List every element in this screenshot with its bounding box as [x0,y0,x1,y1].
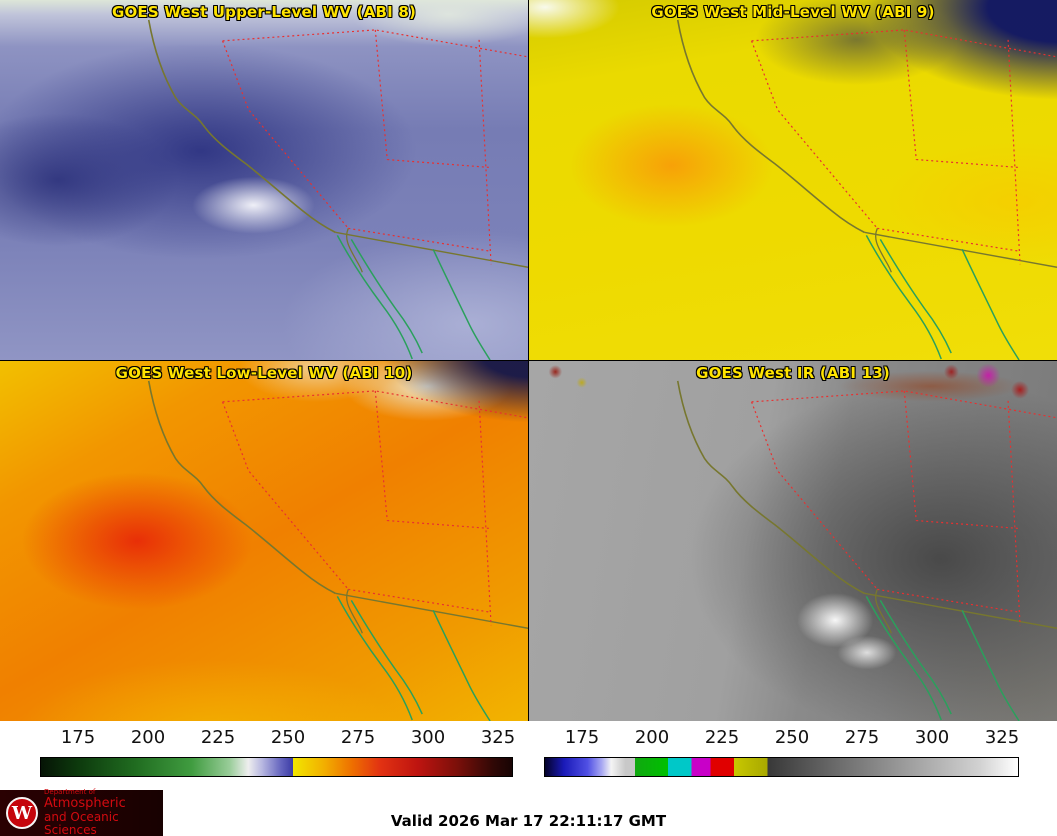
panel-grid: GOES West Upper-Level WV (ABI 8) GOES We… [0,0,1057,721]
panel-upper-level-wv: GOES West Upper-Level WV (ABI 8) [0,0,528,360]
logo-atmospheric: Atmospheric [44,795,126,811]
tick-label: 300 [410,727,446,748]
logo-oceanic-sciences: and Oceanic Sciences [44,809,119,836]
ir-colorbar [544,757,1019,777]
uw-crest-icon: W [6,797,38,829]
panel-ir: GOES West IR (ABI 13) [529,361,1057,721]
map-overlay [676,19,1057,360]
logo-text: Department of Atmospheric and Oceanic Sc… [44,787,157,836]
panel-title-low-level-wv: GOES West Low-Level WV (ABI 10) [115,364,413,382]
tick-label: 250 [774,727,810,748]
tick-label: 200 [634,727,670,748]
ir-colorbar-ticks: 175 200 225 250 275 300 325 [547,727,1037,748]
tick-label: 175 [564,727,600,748]
map-overlay [147,19,528,360]
wv-colorbar-ticks: 175 200 225 250 275 300 325 [43,727,533,748]
uw-aos-logo: W Department of Atmospheric and Oceanic … [0,787,163,836]
tick-label: 175 [60,727,96,748]
tick-label: 200 [130,727,166,748]
panel-title-upper-level-wv: GOES West Upper-Level WV (ABI 8) [111,3,417,21]
tick-label: 225 [200,727,236,748]
wv-colorbar-block: 175 200 225 250 275 300 325 [0,721,528,785]
panel-low-level-wv: GOES West Low-Level WV (ABI 10) [0,361,528,721]
colorbar-row: 175 200 225 250 275 300 325 175 200 225 … [0,721,1057,785]
tick-label: 225 [704,727,740,748]
tick-label: 275 [844,727,880,748]
valid-time: Valid 2026 Mar 17 22:11:17 GMT [390,812,667,830]
ir-colorbar-block: 175 200 225 250 275 300 325 [528,721,1057,785]
tick-label: 325 [480,727,516,748]
tick-label: 250 [270,727,306,748]
footer: W Department of Atmospheric and Oceanic … [0,785,1057,836]
panel-mid-level-wv: GOES West Mid-Level WV (ABI 9) [529,0,1057,360]
panel-title-mid-level-wv: GOES West Mid-Level WV (ABI 9) [651,3,935,21]
wv-colorbar [40,757,513,777]
tick-label: 275 [340,727,376,748]
tick-label: 300 [914,727,950,748]
panel-title-ir: GOES West IR (ABI 13) [696,364,890,382]
tick-label: 325 [984,727,1020,748]
map-overlay [147,380,528,721]
map-overlay [676,380,1057,721]
logo-department-of: Department of [44,787,96,796]
